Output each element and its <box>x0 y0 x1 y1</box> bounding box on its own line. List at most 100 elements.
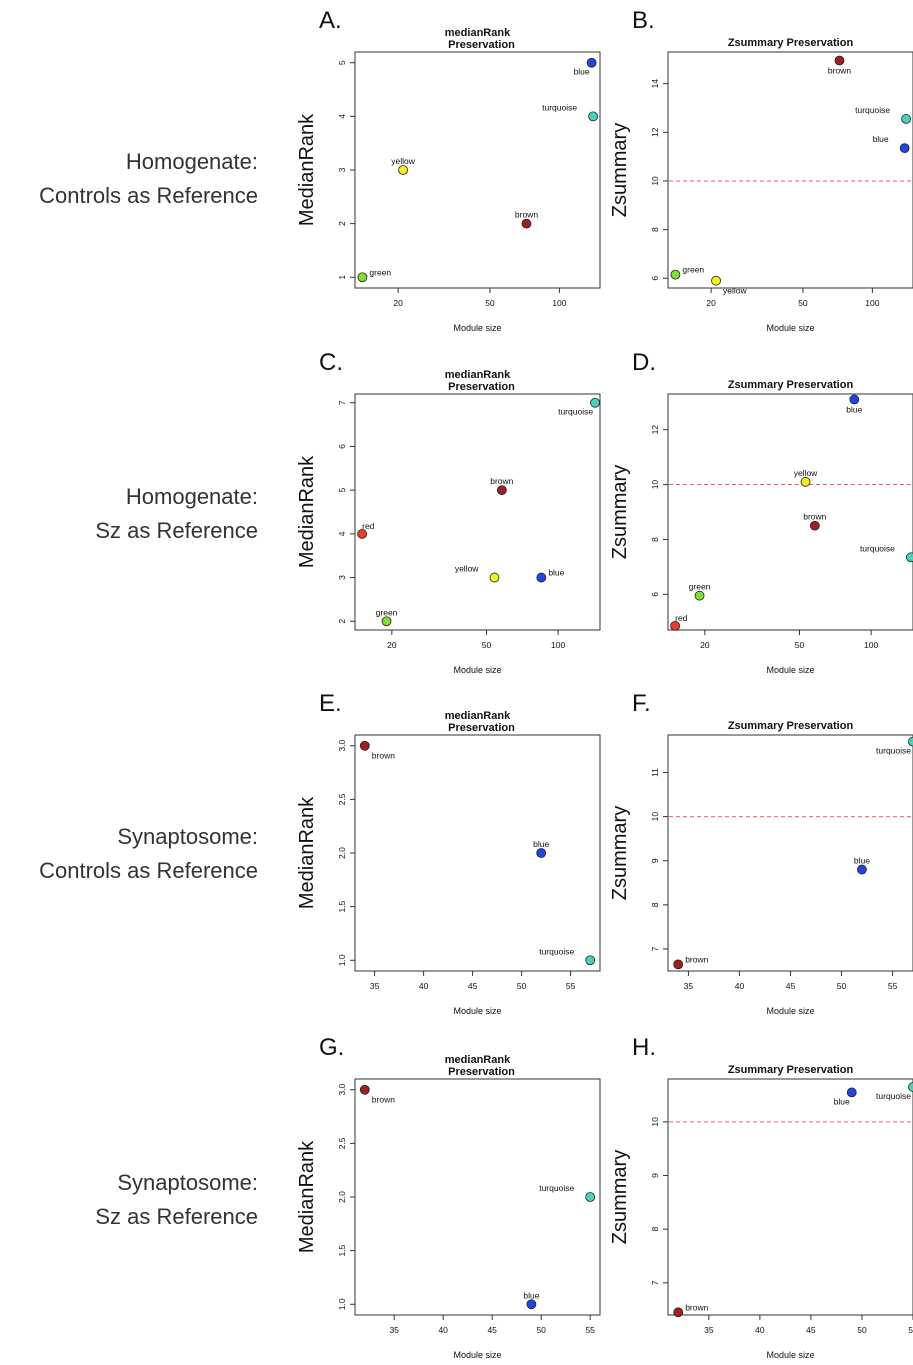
x-tick-label: 50 <box>536 1325 546 1335</box>
row-label-line1: Synaptosome: <box>117 1170 258 1195</box>
plot-frame <box>667 393 913 631</box>
x-tick-label: 20 <box>393 298 403 308</box>
plot-frame <box>354 51 601 289</box>
panel-letter: D. <box>632 349 656 376</box>
chart-title-line2: Preservation <box>448 1066 515 1078</box>
data-point-label: brown <box>372 1095 395 1105</box>
data-point-turquoise <box>590 397 600 408</box>
plot-frame <box>354 1078 601 1316</box>
x-tick-label: 40 <box>419 981 429 991</box>
chart-title: Zsummary Preservation <box>728 720 854 732</box>
panel-letter: C. <box>319 349 343 376</box>
data-point-label: red <box>362 521 375 531</box>
x-tick-label: 35 <box>389 1325 399 1335</box>
y-tick-label: 1.0 <box>337 1298 347 1310</box>
data-point-blue <box>536 848 547 858</box>
data-point-yellow <box>800 476 811 487</box>
y-tick-label: 1.5 <box>337 1244 347 1256</box>
x-tick-label: 20 <box>706 298 716 308</box>
y-tick-label: 8 <box>650 227 660 232</box>
x-tick-label: 35 <box>370 981 380 991</box>
data-point-label: green <box>369 267 391 277</box>
y-tick-label: 6 <box>650 592 660 597</box>
x-tick-label: 100 <box>552 298 566 308</box>
x-axis-label: Module size <box>453 665 501 675</box>
y-tick-label: 3 <box>337 575 347 580</box>
data-point-brown <box>673 1307 684 1318</box>
y-axis-label: Zsummary <box>609 806 631 900</box>
row-label-line2: Controls as Reference <box>39 858 258 883</box>
x-tick-label: 40 <box>735 981 745 991</box>
data-point-turquoise <box>901 114 911 124</box>
data-point-blue <box>526 1299 537 1310</box>
chart-title: Zsummary Preservation <box>728 379 854 391</box>
data-point-label: yellow <box>794 468 818 478</box>
data-point-label: brown <box>685 954 708 964</box>
chart-panel-b: B. Zsummary Preservation 20 50 100 6 8 10 12 14 Mo… <box>609 7 913 333</box>
data-point-turquoise <box>588 111 598 122</box>
data-point-label: blue <box>834 1096 850 1106</box>
data-point-red <box>357 528 368 539</box>
y-tick-label: 12 <box>650 127 660 137</box>
x-tick-label: 45 <box>468 981 478 991</box>
y-tick-label: 6 <box>650 276 660 281</box>
y-axis-label: Zsummary <box>609 1150 631 1244</box>
x-axis-label: Module size <box>766 1006 814 1016</box>
x-tick-label: 20 <box>700 640 710 650</box>
x-tick-label: 100 <box>865 298 879 308</box>
x-tick-label: 50 <box>517 981 527 991</box>
y-tick-label: 5 <box>337 60 347 65</box>
data-point-brown <box>673 959 684 970</box>
y-tick-label: 2.0 <box>337 847 347 859</box>
y-tick-label: 3 <box>337 167 347 172</box>
y-tick-label: 10 <box>650 176 660 186</box>
data-point-brown <box>359 1084 370 1095</box>
data-point-turquoise <box>908 1082 913 1092</box>
data-point-label: blue <box>873 134 889 144</box>
x-tick-label: 50 <box>482 640 492 650</box>
data-point-brown <box>809 520 820 531</box>
y-tick-label: 1.5 <box>337 900 347 912</box>
y-tick-label: 1.0 <box>337 954 347 966</box>
plot-frame <box>354 393 601 631</box>
x-tick-label: 40 <box>755 1325 765 1335</box>
x-axis-label: Module size <box>453 323 501 333</box>
row-label-line2: Controls as Reference <box>39 183 258 208</box>
data-point-blue <box>586 57 597 68</box>
y-tick-label: 2.0 <box>337 1191 347 1203</box>
data-point-turquoise <box>906 552 913 563</box>
y-tick-label: 5 <box>337 488 347 493</box>
data-point-label: brown <box>490 476 513 486</box>
x-tick-label: 45 <box>806 1325 816 1335</box>
y-tick-label: 7 <box>650 1280 660 1285</box>
y-tick-label: 2 <box>337 619 347 624</box>
plot-frame <box>667 734 913 972</box>
data-point-yellow <box>711 275 721 286</box>
row-label-line1: Synaptosome: <box>117 824 258 849</box>
y-axis-label: MedianRank <box>296 455 318 568</box>
y-tick-label: 11 <box>650 768 660 777</box>
data-point-label: yellow <box>391 156 415 166</box>
y-tick-label: 8 <box>650 537 660 542</box>
data-point-label: blue <box>846 404 862 414</box>
y-tick-label: 4 <box>337 114 347 119</box>
row-label-1: Homogenate: Controls as Reference <box>0 145 258 213</box>
plot-frame <box>667 51 913 289</box>
x-tick-label: 40 <box>438 1325 448 1335</box>
data-point-label: blue <box>574 67 590 77</box>
chart-title-line2: Preservation <box>448 381 515 393</box>
y-axis-label: MedianRank <box>296 113 318 226</box>
data-point-label: turquoise <box>876 746 911 756</box>
x-axis-label: Module size <box>453 1350 501 1360</box>
y-tick-label: 3.0 <box>337 740 347 752</box>
data-point-yellow <box>489 572 500 583</box>
x-tick-label: 50 <box>837 981 847 991</box>
y-tick-label: 9 <box>650 858 660 863</box>
x-tick-label: 20 <box>387 640 397 650</box>
panel-letter: H. <box>632 1034 656 1061</box>
x-tick-label: 55 <box>585 1325 595 1335</box>
y-tick-label: 12 <box>650 425 660 435</box>
y-tick-label: 3.0 <box>337 1084 347 1096</box>
